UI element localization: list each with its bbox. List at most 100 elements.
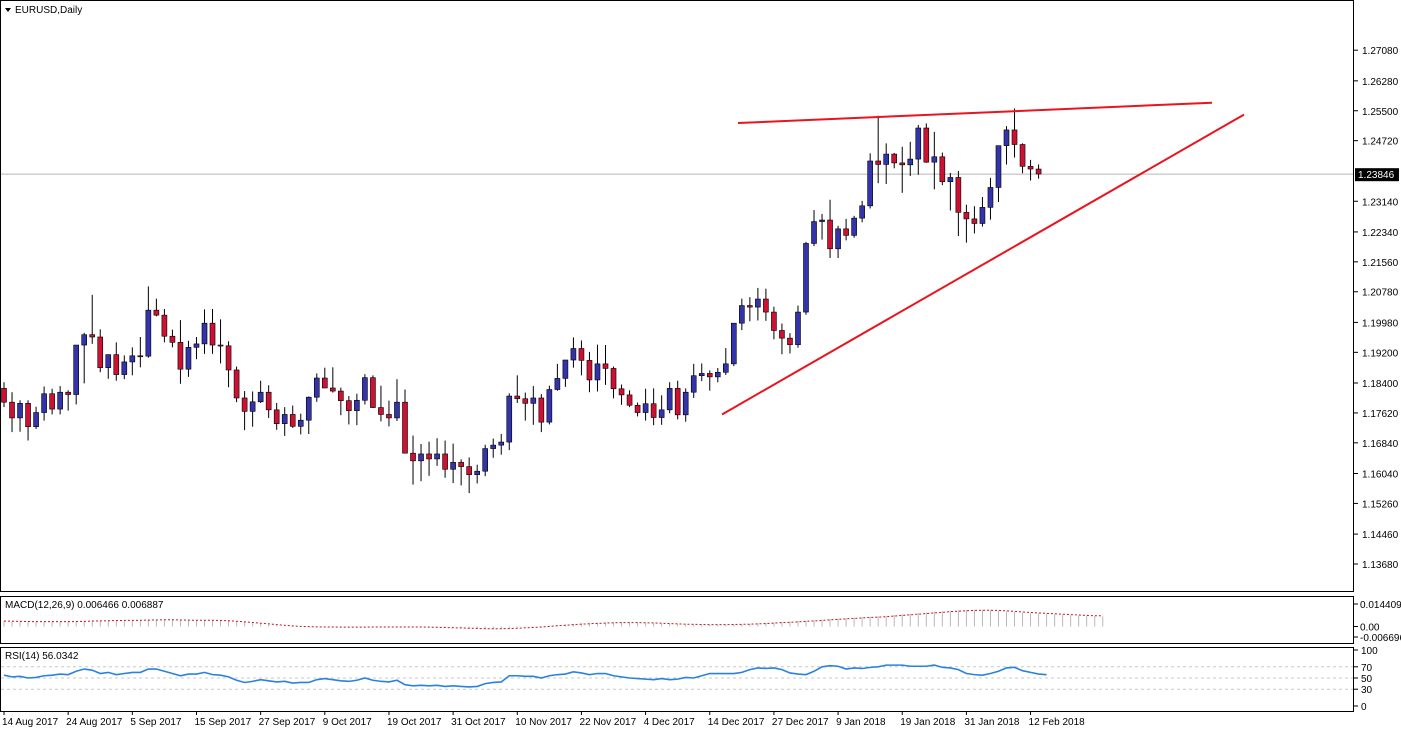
candle-body — [145, 309, 152, 357]
candle-body — [73, 344, 79, 395]
trendlines — [721, 101, 1245, 416]
macd-tick-label: -0.006696 — [1360, 633, 1401, 644]
time-tick-label: 9 Jan 2018 — [836, 717, 886, 728]
candle-body — [289, 414, 296, 427]
candle-body — [17, 403, 23, 419]
candle-body — [642, 403, 649, 413]
time-tick-label: 14 Aug 2017 — [2, 717, 59, 728]
candle-body — [779, 330, 785, 339]
candle-body — [755, 298, 761, 308]
candle-body — [370, 377, 376, 408]
time-tick-label: 19 Oct 2017 — [387, 717, 442, 728]
candle-body — [747, 305, 753, 308]
candle-body — [995, 145, 1002, 188]
candle-body — [1011, 129, 1018, 145]
candle-body — [562, 359, 569, 379]
time-tick-label: 12 Feb 2018 — [1029, 717, 1086, 728]
candle-body — [233, 369, 240, 399]
macd-tick-label: 0.00 — [1360, 623, 1380, 634]
candle-body — [1003, 129, 1010, 146]
candle-body — [787, 337, 793, 345]
candle-body — [338, 390, 344, 401]
macd-series — [3, 609, 1104, 630]
candle-body — [594, 363, 601, 381]
resistance-trendline[interactable] — [737, 101, 1213, 125]
time-tick-label: 4 Dec 2017 — [644, 717, 696, 728]
candle-body — [506, 395, 513, 443]
time-tick-label: 27 Sep 2017 — [259, 717, 316, 728]
price-tick-label: 1.19200 — [1362, 348, 1399, 359]
price-tick-label: 1.22340 — [1362, 228, 1399, 239]
candle-body — [554, 378, 561, 390]
candle-body — [923, 127, 930, 163]
candle-body — [362, 377, 368, 401]
price-tick-label: 1.13680 — [1362, 560, 1399, 571]
candle-body — [610, 368, 617, 390]
candle-body — [650, 403, 657, 418]
candle-body — [386, 414, 392, 419]
candle-body — [49, 393, 55, 410]
candle-body — [378, 407, 384, 415]
candle-body — [313, 377, 320, 398]
candle-body — [177, 342, 184, 370]
candle-body — [1027, 166, 1034, 170]
candle-body — [658, 409, 665, 418]
candle-body — [354, 399, 360, 411]
candle-body — [706, 373, 713, 378]
price-series — [1, 108, 1353, 494]
candle-body — [971, 218, 978, 224]
candle-body — [522, 398, 529, 404]
candle-body — [434, 453, 440, 460]
candle-body — [458, 462, 464, 467]
price-pane-frame — [0, 0, 1354, 592]
candle-body — [859, 205, 865, 219]
candle-body — [987, 187, 994, 208]
symbol-label: EURUSD,Daily — [15, 5, 82, 16]
price-tick-label: 1.17620 — [1362, 409, 1399, 420]
candle-body — [570, 348, 577, 361]
candle-body — [41, 393, 47, 413]
candle-body — [217, 344, 224, 347]
support-trendline[interactable] — [721, 113, 1245, 416]
rsi-tick-label: 0 — [1361, 702, 1367, 713]
candle-body — [241, 397, 248, 412]
candle-body — [546, 389, 553, 423]
candle-body — [843, 228, 849, 236]
candle-body — [907, 158, 914, 166]
candle-body — [626, 394, 633, 406]
candle-body — [410, 452, 416, 462]
candle-body — [899, 162, 906, 166]
candle-body — [939, 156, 946, 182]
candle-body — [297, 419, 304, 427]
candle-body — [698, 373, 705, 377]
candle-body — [209, 322, 216, 346]
candle-body — [281, 414, 288, 424]
candle-body — [674, 388, 681, 416]
time-tick-label: 24 Aug 2017 — [66, 717, 123, 728]
candle-body — [25, 403, 31, 428]
candle-body — [193, 343, 200, 348]
candle-body — [915, 127, 922, 160]
time-tick-label: 14 Dec 2017 — [708, 717, 765, 728]
candle-body — [57, 391, 63, 410]
candle-body — [81, 334, 87, 346]
candle-body — [803, 243, 809, 313]
candle-body — [129, 355, 136, 363]
candle-body — [121, 361, 128, 375]
candle-body — [835, 228, 841, 250]
candle-body — [474, 470, 480, 475]
candle-body — [89, 334, 96, 338]
candle-body — [963, 212, 970, 220]
candle-body — [682, 391, 689, 416]
time-tick-label: 5 Sep 2017 — [130, 717, 182, 728]
dropdown-triangle-icon[interactable] — [5, 8, 11, 12]
rsi-tick-label: 50 — [1361, 674, 1373, 685]
time-tick-label: 9 Oct 2017 — [323, 717, 372, 728]
candle-body — [819, 219, 825, 222]
candle-body — [514, 395, 521, 400]
candle-body — [498, 441, 505, 446]
price-tick-label: 1.26280 — [1362, 77, 1399, 88]
